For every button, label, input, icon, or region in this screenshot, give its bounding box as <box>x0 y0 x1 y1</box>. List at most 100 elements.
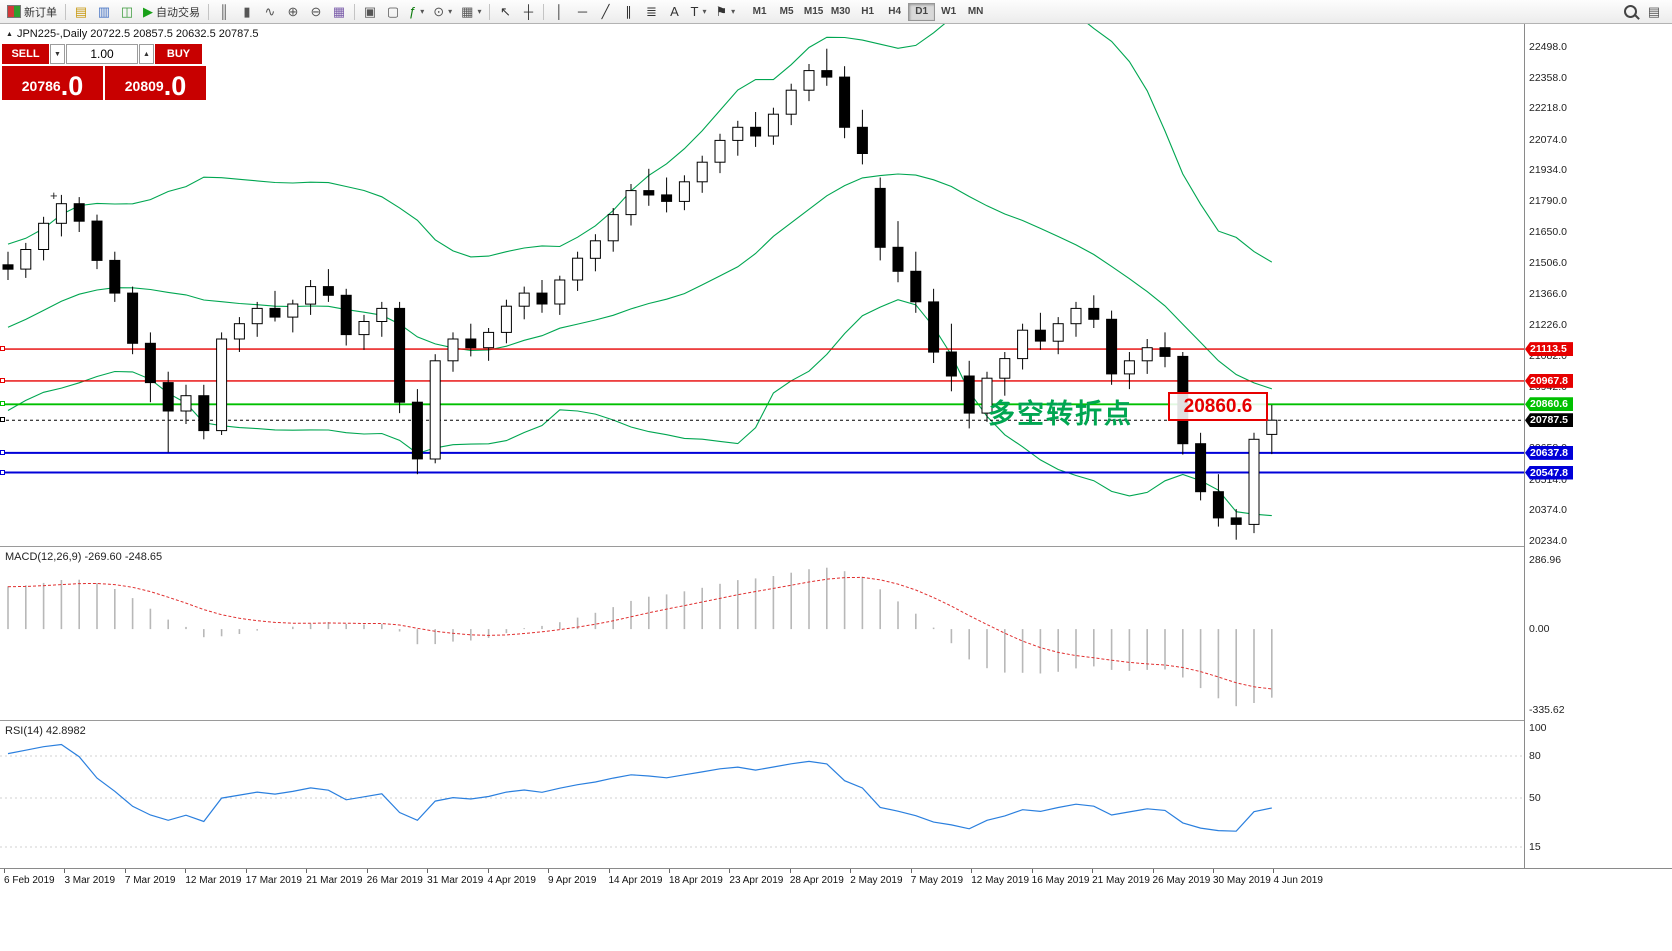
timeframe-button-w1[interactable]: W1 <box>935 3 962 21</box>
new-chart-button[interactable]: ▤ <box>1643 2 1665 22</box>
periods-button[interactable]: ⊙ ▾ <box>429 2 456 22</box>
buy-button[interactable]: BUY <box>155 44 202 64</box>
time-axis-label: 12 Mar 2019 <box>185 875 242 886</box>
charts-profile-button[interactable]: ▤ <box>70 2 92 22</box>
price-badge: 20967.8 <box>1525 373 1573 388</box>
zoom-in-icon: ⊕ <box>287 4 299 19</box>
timeframe-button-m15[interactable]: M15 <box>800 3 827 21</box>
sell-button[interactable]: SELL <box>2 44 49 64</box>
time-axis-label: 23 Apr 2019 <box>729 875 784 886</box>
hline-handle[interactable] <box>0 346 5 352</box>
sell-price-pips: .0 <box>60 71 84 102</box>
time-axis-tick <box>4 869 5 873</box>
templates-button[interactable]: ▦ <box>328 2 350 22</box>
toolbar-separator <box>208 3 209 20</box>
bar-chart-type-icon: ║ <box>219 4 229 19</box>
time-axis-label: 21 May 2019 <box>1092 875 1150 886</box>
trade-row: SELL ▼ ▲ BUY <box>2 44 208 64</box>
charts-profile-icon: ▤ <box>74 4 88 19</box>
timeframe-button-m1[interactable]: M1 <box>746 3 773 21</box>
zoom-in-button[interactable]: ⊕ <box>282 2 304 22</box>
indicators-button[interactable]: ƒ ▾ <box>405 2 428 22</box>
arrows-button[interactable]: ⚑ ▾ <box>711 2 739 22</box>
hline-handle[interactable] <box>0 377 5 383</box>
candle-chart-type-button[interactable]: ▮ <box>236 2 258 22</box>
turning-point-annotation[interactable]: 多空转折点 <box>988 399 1133 429</box>
hline-handle[interactable] <box>0 417 5 423</box>
time-axis-label: 4 Apr 2019 <box>487 875 536 886</box>
cascade-windows-button[interactable]: ▢ <box>382 2 404 22</box>
tile-windows-icon: ▣ <box>363 4 377 19</box>
volume-step-down-button[interactable]: ▼ <box>50 44 65 64</box>
auto-trading-icon: ▶ <box>143 4 153 19</box>
templates-icon: ▦ <box>332 4 346 19</box>
macd-chart <box>7 567 1273 707</box>
zoom-out-button[interactable]: ⊖ <box>305 2 327 22</box>
buy-price-box[interactable]: 20809 .0 <box>105 66 206 100</box>
auto-trading-button[interactable]: ▶ 自动交易 <box>139 2 204 22</box>
chevron-down-icon: ▾ <box>448 7 453 16</box>
crosshair-button[interactable]: ┼ <box>517 2 539 22</box>
panel-separator[interactable] <box>0 546 1672 547</box>
new-chart-icon: ▤ <box>1647 4 1661 19</box>
toolbar-right-group: ▤ <box>1619 2 1665 22</box>
cursor-button[interactable]: ↖ <box>494 2 516 22</box>
volume-step-up-button[interactable]: ▲ <box>139 44 154 64</box>
template-dropdown-button[interactable]: ▦ ▾ <box>457 2 485 22</box>
price-badge: 20860.6 <box>1525 397 1573 412</box>
timeframe-button-mn[interactable]: MN <box>962 3 989 21</box>
bar-chart-type-button[interactable]: ║ <box>213 2 235 22</box>
market-watch-icon: ▥ <box>97 4 111 19</box>
channel-button[interactable]: ∥ <box>617 2 639 22</box>
timeframe-button-h4[interactable]: H4 <box>881 3 908 21</box>
horizontal-line-button[interactable]: ─ <box>571 2 593 22</box>
hline-handle[interactable] <box>0 469 5 475</box>
new-order-button[interactable]: 新订单 <box>3 2 61 22</box>
candlestick-chart <box>0 0 1524 540</box>
time-axis-label: 26 May 2019 <box>1152 875 1211 886</box>
main-chart-canvas[interactable] <box>0 0 1524 546</box>
toolbar-separator <box>543 3 545 20</box>
rsi-panel[interactable] <box>0 722 1524 868</box>
panel-separator[interactable] <box>0 720 1672 721</box>
search-button[interactable] <box>1619 2 1641 22</box>
sell-price-box[interactable]: 20786 .0 <box>2 66 103 100</box>
timeframe-button-h1[interactable]: H1 <box>854 3 881 21</box>
tile-windows-button[interactable]: ▣ <box>359 2 381 22</box>
time-axis-tick <box>487 869 489 873</box>
axis-border <box>1524 24 1525 868</box>
time-axis-tick <box>1273 869 1275 873</box>
crosshair-icon: ┼ <box>523 4 534 19</box>
price-badge: 20637.8 <box>1525 445 1573 460</box>
market-watch-button[interactable]: ▥ <box>93 2 115 22</box>
time-axis-tick <box>245 869 247 873</box>
trendline-button[interactable]: ╱ <box>594 2 616 22</box>
time-axis-label: 18 Apr 2019 <box>668 875 723 886</box>
text-button[interactable]: A <box>663 2 685 22</box>
price-level-box[interactable]: 20860.6 <box>1168 392 1268 421</box>
hline-handle[interactable] <box>0 449 5 455</box>
time-axis-label: 12 May 2019 <box>971 875 1030 886</box>
volume-input[interactable] <box>66 44 138 64</box>
chart-title-icon: ▲ <box>6 30 13 38</box>
vertical-line-button[interactable]: │ <box>548 2 570 22</box>
timeframe-button-m5[interactable]: M5 <box>773 3 800 21</box>
time-axis-tick <box>729 869 731 873</box>
rsi-label: RSI(14) 42.8982 <box>5 725 86 737</box>
hline-handle[interactable] <box>0 401 5 407</box>
data-window-button[interactable]: ◫ <box>116 2 138 22</box>
line-chart-type-button[interactable]: ∿ <box>259 2 281 22</box>
time-axis[interactable]: 6 Feb 2019 3 Mar 2019 7 Mar 2019 12 Mar 201… <box>0 868 1672 895</box>
price-row: 20786 .0 20809 .0 <box>2 66 208 100</box>
timeframe-button-d1[interactable]: D1 <box>908 2 936 21</box>
text-label-button[interactable]: T ▾ <box>686 2 710 22</box>
macd-panel[interactable] <box>0 548 1524 718</box>
price-axis[interactable]: 22498.0 22358.0 22218.0 22074.0 21934.0 21790… <box>1524 24 1672 868</box>
time-axis-tick <box>1152 869 1154 873</box>
fibonacci-button[interactable]: ≣ <box>640 2 662 22</box>
price-axis-tick: 22358.0 <box>1529 71 1567 84</box>
cross-marker[interactable]: + <box>50 188 58 203</box>
price-axis-tick: 22218.0 <box>1529 102 1567 115</box>
timeframe-button-m30[interactable]: M30 <box>827 3 854 21</box>
